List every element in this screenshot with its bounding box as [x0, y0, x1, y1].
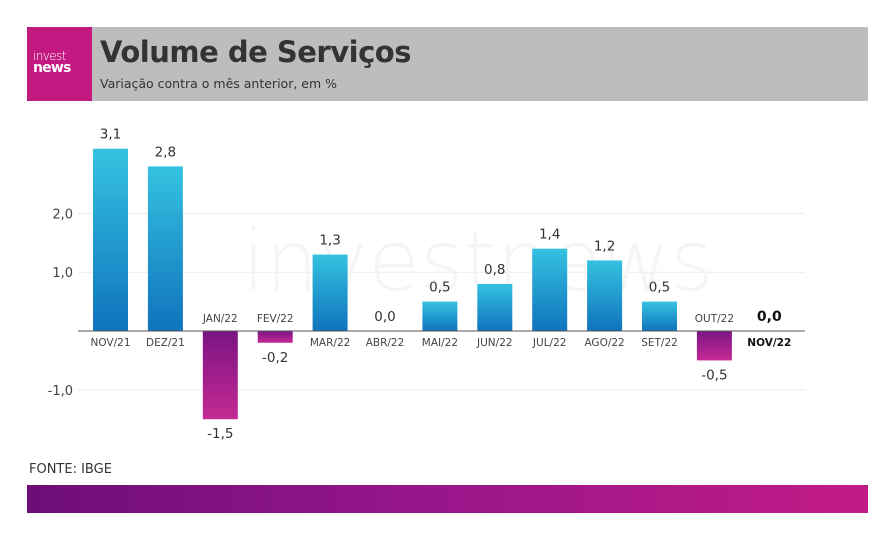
bar-out-22 — [696, 331, 732, 361]
bar-jun-22 — [477, 283, 513, 331]
footer-gradient-bar — [27, 485, 868, 513]
data-label: 0,0 — [374, 309, 395, 325]
chart-header: invest news Volume de Serviços Variação … — [27, 27, 868, 101]
bar-mar-22 — [312, 254, 348, 331]
data-label: 2,8 — [155, 144, 176, 160]
bar-nov-21 — [93, 148, 128, 331]
y-tick-label: 1,0 — [52, 266, 73, 281]
category-label: JUN/22 — [476, 337, 513, 349]
bar-jan-22 — [202, 331, 238, 420]
category-label: JUL/22 — [532, 337, 567, 349]
y-tick-label: -1,0 — [48, 384, 73, 399]
category-label: MAI/22 — [422, 337, 458, 349]
data-label: 1,4 — [539, 227, 560, 243]
category-label: SET/22 — [641, 337, 678, 349]
gridlines — [78, 212, 805, 391]
data-label: 3,1 — [100, 127, 121, 143]
bars — [93, 148, 732, 420]
data-label: 0,5 — [429, 280, 450, 296]
source-note: FONTE: IBGE — [29, 462, 112, 477]
chart-subtitle: Variação contra o mês anterior, em % — [100, 76, 337, 91]
data-label: 1,3 — [319, 233, 340, 249]
bar-dez-21 — [147, 166, 183, 331]
category-label: JAN/22 — [202, 313, 238, 325]
y-tick-label: 2,0 — [52, 207, 73, 222]
data-label: -0,5 — [701, 367, 727, 383]
bar-ago-22 — [587, 260, 623, 331]
category-label: OUT/22 — [695, 313, 734, 325]
category-label: NOV/22 — [747, 337, 791, 349]
data-labels: 3,1 2,8 -1,5 -0,2 1,3 0,0 0,5 0,8 1,4 1,2 0,5 -0,5 0… — [100, 127, 782, 442]
category-label: MAR/22 — [310, 337, 350, 349]
category-label: ABR/22 — [366, 337, 405, 349]
category-labels: NOV/21 DEZ/21 JAN/22 FEV/22 MAR/22 ABR/22 MAI/… — [90, 313, 791, 349]
data-label: -1,5 — [207, 426, 233, 442]
category-label: DEZ/21 — [146, 337, 185, 349]
bar-jul-22 — [532, 248, 568, 331]
data-label: 0,0 — [757, 309, 782, 325]
bar-mai-22 — [422, 301, 458, 331]
logo-text-news: news — [33, 60, 71, 76]
category-label: AGO/22 — [584, 337, 624, 349]
data-label: 0,5 — [649, 280, 670, 296]
category-label: NOV/21 — [90, 337, 130, 349]
category-label: FEV/22 — [257, 313, 294, 325]
y-axis-ticks: -1,0 1,0 2,0 — [48, 207, 73, 398]
chart-title: Volume de Serviços — [100, 35, 411, 69]
bar-fev-22 — [257, 331, 293, 343]
bar-set-22 — [642, 301, 677, 331]
logo-text-invest: invest — [33, 49, 66, 63]
data-label: -0,2 — [262, 350, 288, 366]
investnews-logo: invest news — [27, 27, 92, 101]
data-label: 0,8 — [484, 262, 505, 278]
data-label: 1,2 — [594, 238, 615, 254]
